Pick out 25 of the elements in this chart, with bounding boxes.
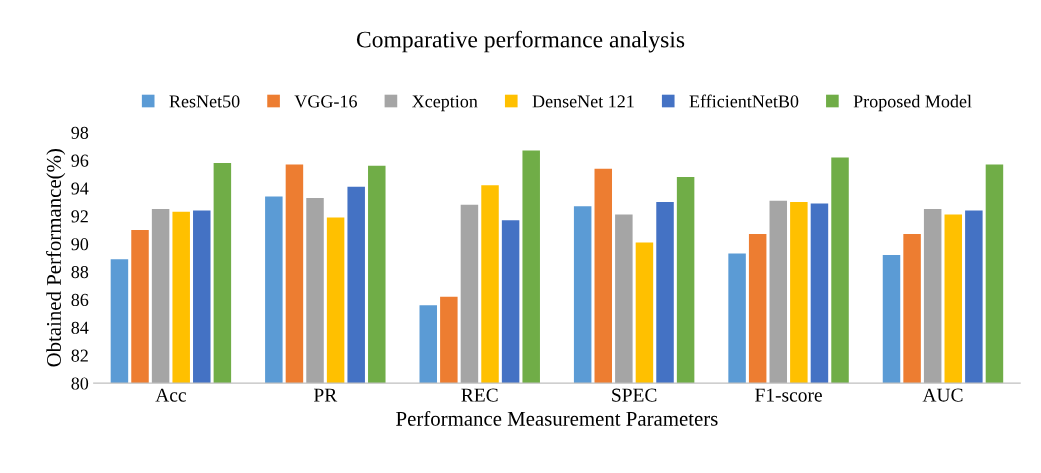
y-tick-label: 96 <box>71 154 89 167</box>
x-tick-label: SPEC <box>612 388 657 402</box>
y-tick-label: 90 <box>71 238 89 251</box>
x-axis-title: Performance Measurement Parameters <box>396 410 718 426</box>
legend-label: Proposed Model <box>853 94 972 112</box>
x-tick-label: Acc <box>155 388 186 402</box>
legend-label: Xception <box>412 95 478 112</box>
x-tick-label: F1-score <box>755 388 822 402</box>
y-tick-label: 98 <box>71 126 89 139</box>
y-tick-label: 82 <box>71 349 88 362</box>
chart-title: Comparative performance analysis <box>356 30 685 53</box>
x-tick-label: REC <box>461 388 498 402</box>
x-tick-label: PR <box>313 388 338 402</box>
y-tick-label: 92 <box>71 210 88 223</box>
x-tick-label: AUC <box>922 388 963 402</box>
y-axis-title: Obtained Performance(%) <box>46 149 66 367</box>
y-tick-label: 80 <box>71 377 89 390</box>
y-tick-label: 86 <box>71 293 89 307</box>
legend-label: ResNet50 <box>169 95 240 108</box>
y-tick-label: 88 <box>71 265 89 279</box>
y-tick-label: 84 <box>71 321 89 334</box>
y-tick-label: 94 <box>71 182 89 195</box>
legend-label: VGG-16 <box>294 95 357 108</box>
legend-label: EfficientNetB0 <box>689 94 799 108</box>
legend-label: DenseNet 121 <box>532 95 634 108</box>
